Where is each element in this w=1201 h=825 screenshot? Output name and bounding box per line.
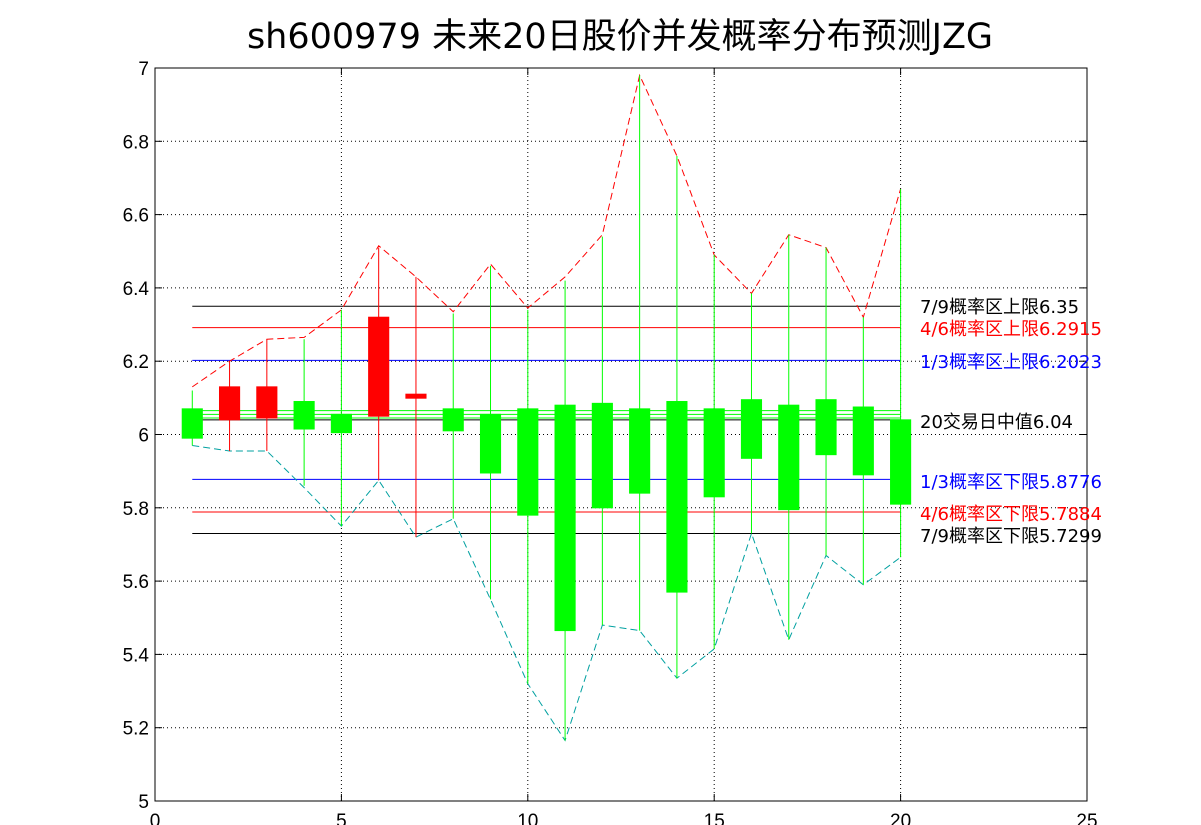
candle-body — [740, 399, 763, 459]
x-tick-label: 20 — [890, 811, 911, 825]
candle-body — [479, 413, 502, 474]
candle-body — [218, 386, 241, 421]
y-tick-label: 5.8 — [123, 499, 149, 520]
probability-level-label: 1/3概率区下限5.8776 — [920, 472, 1102, 493]
probability-level-label: 1/3概率区上限6.2023 — [920, 352, 1102, 373]
probability-level-label: 7/9概率区上限6.35 — [920, 297, 1079, 318]
lower-envelope-line — [192, 445, 901, 742]
candle-body — [815, 399, 837, 456]
candle-body — [517, 408, 539, 516]
x-tick-label: 15 — [704, 811, 725, 825]
probability-level-label: 7/9概率区下限5.7299 — [920, 526, 1102, 547]
candle-body — [554, 404, 576, 632]
candle-body — [629, 408, 651, 494]
x-tick-label: 25 — [1076, 811, 1097, 825]
candle-body — [293, 401, 315, 430]
candle-body — [181, 408, 203, 439]
y-tick-label: 6 — [138, 426, 149, 447]
candle-body — [852, 406, 874, 476]
level-labels: 7/9概率区上限6.354/6概率区上限6.2915 1/3概率区上限6.2023… — [920, 297, 1102, 547]
candle-body — [442, 408, 464, 432]
y-tick-label: 5.6 — [123, 572, 149, 593]
y-tick-label: 5.2 — [123, 719, 149, 740]
candle-body — [405, 393, 427, 399]
candle-body — [890, 419, 912, 505]
candle-bodies — [181, 316, 912, 632]
y-tick-label: 6.4 — [123, 279, 150, 300]
probability-level-label: 4/6概率区上限6.2915 — [920, 319, 1102, 340]
envelopes — [191, 73, 902, 742]
candle-body — [330, 413, 352, 434]
y-tick-label: 7 — [138, 59, 149, 80]
y-tick-label: 6.2 — [123, 352, 149, 373]
candle-body — [256, 386, 278, 419]
candle-body — [778, 404, 800, 511]
x-tick-label: 5 — [336, 811, 347, 825]
candle-body — [703, 408, 725, 498]
chart-title: sh600979 未来20日股价并发概率分布预测JZG — [247, 17, 993, 57]
grid-lines — [155, 68, 1087, 801]
x-tick-label: 0 — [150, 811, 161, 825]
y-tick-label: 5 — [138, 792, 149, 813]
candle-body — [666, 401, 688, 593]
candle-body — [368, 316, 390, 417]
probability-level-label: 4/6概率区下限5.7884 — [920, 504, 1102, 525]
y-tick-label: 6.8 — [123, 132, 149, 153]
candle-body — [591, 402, 613, 509]
upper-envelope-line — [191, 73, 902, 388]
probability-level-label: 20交易日中值6.04 — [920, 412, 1073, 433]
y-tick-label: 5.4 — [123, 645, 150, 666]
y-tick-label: 6.6 — [123, 206, 149, 227]
x-tick-label: 10 — [517, 811, 538, 825]
